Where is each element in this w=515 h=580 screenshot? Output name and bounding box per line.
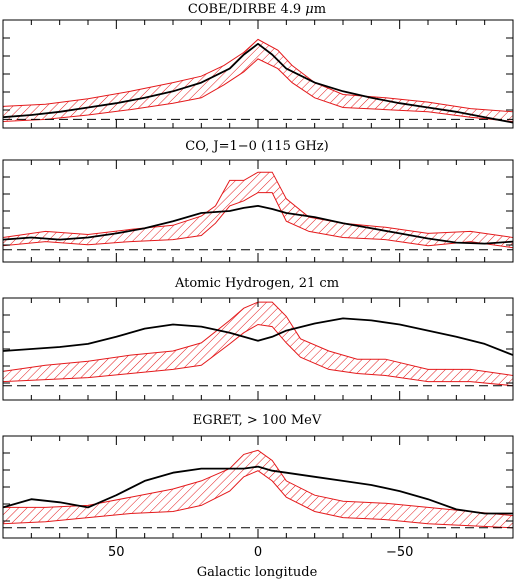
panel-title: Atomic Hydrogen, 21 cm	[174, 276, 339, 291]
x-tick-label: 0	[254, 545, 262, 560]
x-axis-label: Galactic longitude	[197, 565, 318, 580]
data-line	[2, 204, 514, 245]
model-band	[2, 449, 514, 529]
x-tick-label: −50	[386, 545, 413, 560]
x-tick-label: 50	[108, 545, 125, 560]
model-band	[2, 171, 514, 249]
panel-hi: Atomic Hydrogen, 21 cm	[2, 276, 514, 401]
data-line	[2, 465, 513, 515]
data-line	[2, 317, 514, 356]
panel-title-part: COBE/DIRBE 4.9	[188, 2, 305, 17]
panel-title: CO, J=1−0 (115 GHz)	[185, 139, 328, 154]
panel-title: COBE/DIRBE 4.9 μm	[188, 2, 326, 17]
panel-title: EGRET, > 100 MeV	[193, 413, 322, 428]
data-line	[2, 42, 514, 124]
panel-co: CO, J=1−0 (115 GHz)	[2, 139, 514, 263]
panel-title-part-mu: μ	[305, 2, 313, 17]
panel-cobe-dirbe: COBE/DIRBE 4.9 μm	[2, 2, 514, 129]
panel-egret: EGRET, > 100 MeV	[2, 413, 514, 539]
panel-title-part: m	[314, 2, 326, 17]
x-tick-labels: 50 0 −50	[108, 545, 413, 560]
model-band	[2, 301, 514, 387]
